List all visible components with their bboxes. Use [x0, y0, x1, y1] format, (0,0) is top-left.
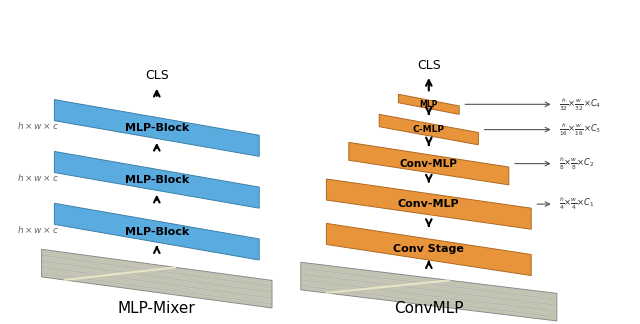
Text: $h \times w \times c$: $h \times w \times c$	[17, 224, 60, 235]
Text: MLP-Block: MLP-Block	[125, 227, 189, 237]
Text: MLP-Mixer: MLP-Mixer	[118, 301, 196, 316]
Polygon shape	[54, 100, 259, 156]
Text: $h \times w \times c$: $h \times w \times c$	[17, 120, 60, 131]
Polygon shape	[349, 143, 509, 185]
Text: Conv-MLP: Conv-MLP	[398, 199, 460, 209]
Text: $\frac{h}{32}{\times}\frac{w}{32}{\times}C_4$: $\frac{h}{32}{\times}\frac{w}{32}{\times…	[559, 96, 601, 112]
Text: Conv-MLP: Conv-MLP	[400, 159, 458, 168]
Polygon shape	[42, 249, 272, 308]
Text: MLP-Block: MLP-Block	[125, 175, 189, 185]
Text: Conv Stage: Conv Stage	[394, 245, 464, 254]
Polygon shape	[398, 94, 460, 114]
Text: MLP-Block: MLP-Block	[125, 123, 189, 133]
Text: ConvMLP: ConvMLP	[394, 301, 463, 316]
Text: $h \times w \times c$: $h \times w \times c$	[17, 172, 60, 183]
Polygon shape	[301, 262, 557, 321]
Polygon shape	[54, 203, 259, 260]
Text: $\frac{h}{16}{\times}\frac{w}{16}{\times}C_3$: $\frac{h}{16}{\times}\frac{w}{16}{\times…	[559, 122, 601, 138]
Text: CLS: CLS	[145, 69, 169, 82]
Polygon shape	[54, 151, 259, 208]
Polygon shape	[326, 179, 531, 229]
Text: $\frac{h}{4}{\times}\frac{w}{4}{\times}C_1$: $\frac{h}{4}{\times}\frac{w}{4}{\times}C…	[559, 196, 595, 212]
Text: $\frac{h}{8}{\times}\frac{w}{8}{\times}C_2$: $\frac{h}{8}{\times}\frac{w}{8}{\times}C…	[559, 156, 595, 172]
Text: MLP: MLP	[420, 100, 438, 109]
Polygon shape	[326, 224, 531, 275]
Polygon shape	[380, 114, 479, 145]
Text: C-MLP: C-MLP	[413, 125, 445, 134]
Text: CLS: CLS	[417, 59, 441, 72]
